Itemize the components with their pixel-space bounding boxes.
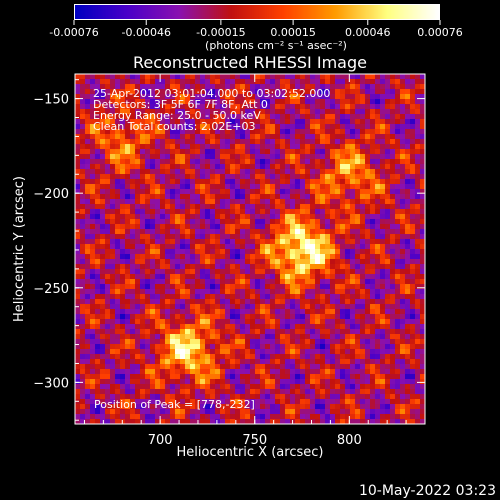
colorbar-tick-label: 0.00046	[345, 26, 391, 39]
colorbar-units-label: (photons cm⁻² s⁻¹ asec⁻²)	[205, 39, 347, 52]
annotations: 25-Apr-2012 03:01:04.000 to 03:02:52.000…	[93, 87, 330, 411]
colorbar-tick-label: -0.00076	[49, 26, 98, 39]
plot-frame	[74, 73, 426, 425]
y-tick-label: −300	[33, 376, 69, 391]
colorbar-tick-label: -0.00015	[196, 26, 245, 39]
y-tick-label: −150	[33, 93, 69, 108]
y-tick-label: −200	[33, 187, 69, 202]
annotation-detectors: Detectors: 3F 5F 6F 7F 8F, Att 0	[93, 98, 268, 111]
colorbar-tick-label: 0.00015	[270, 26, 316, 39]
annotation-energy: Energy Range: 25.0 - 50.0 keV	[93, 109, 261, 122]
x-tick-label: 800	[337, 433, 362, 448]
footer-date: 10-May-2022 03:23	[359, 483, 496, 499]
annotation-time: 25-Apr-2012 03:01:04.000 to 03:02:52.000	[93, 87, 330, 100]
colorbar-gradient	[74, 4, 440, 20]
peak-position-label: Position of Peak = [778,-232]	[94, 398, 255, 411]
y-tick-label: −250	[33, 282, 69, 297]
x-axis-label: Heliocentric X (arcsec)	[177, 445, 324, 460]
chart-title: Reconstructed RHESSI Image	[133, 53, 367, 72]
x-tick-label: 750	[242, 433, 267, 448]
colorbar-ticks: -0.00076 -0.00046 -0.00015 0.00015 0.00046 0.…	[49, 20, 463, 39]
annotation-counts: Clean Total counts: 2.02E+03	[93, 120, 256, 133]
x-tick-label: 700	[148, 433, 173, 448]
colorbar-tick-label: 0.00076	[417, 26, 463, 39]
colorbar-tick-label: -0.00046	[122, 26, 171, 39]
axis-ticks: 700 750 800 −150 −200 −250 −300	[33, 74, 426, 448]
y-axis-label: Heliocentric Y (arcsec)	[12, 176, 27, 322]
rhessi-image-heatmap	[75, 74, 425, 424]
